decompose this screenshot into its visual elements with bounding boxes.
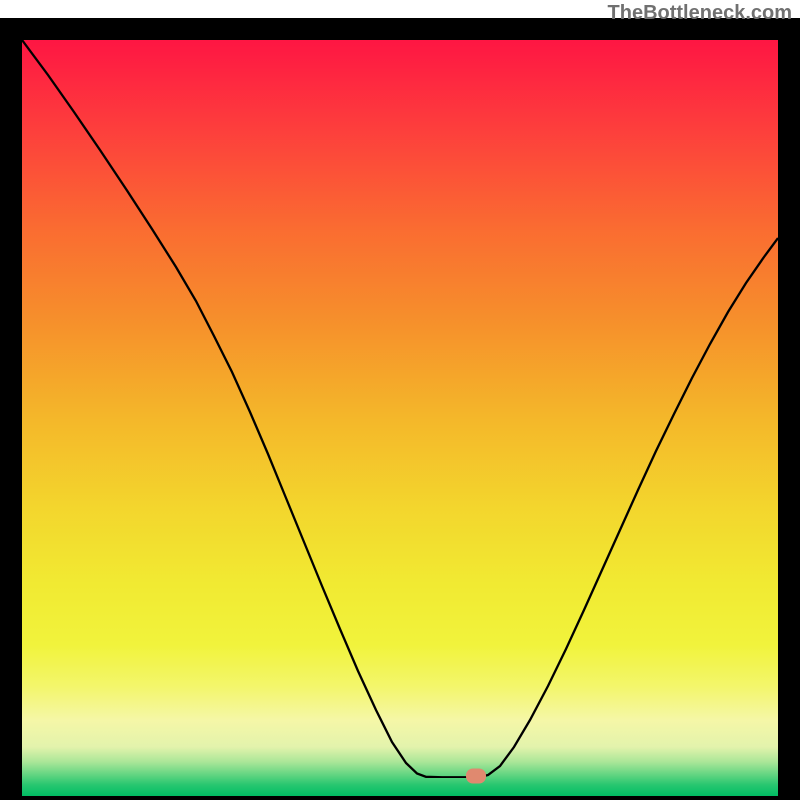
plot-area	[22, 40, 778, 778]
watermark-text: TheBottleneck.com	[608, 2, 792, 25]
bottleneck-chart: TheBottleneck.com	[0, 0, 800, 800]
frame-left	[0, 18, 22, 800]
frame-right	[778, 18, 800, 800]
optimal-point-marker	[466, 768, 486, 783]
bottleneck-curve	[22, 40, 778, 778]
